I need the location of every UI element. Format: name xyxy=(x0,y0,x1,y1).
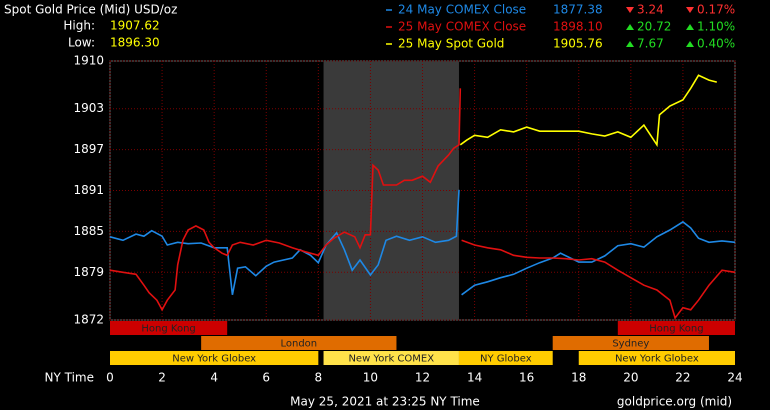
change-value: 1.10% xyxy=(697,20,735,34)
legend-close: 1898.10 xyxy=(553,20,603,34)
shaded-region xyxy=(323,61,459,320)
source: goldprice.org (mid) xyxy=(617,395,732,409)
chart-title: Spot Gold Price (Mid) USD/oz xyxy=(4,3,177,17)
session-label: Hong Kong xyxy=(649,324,703,335)
session-label: NY Globex xyxy=(480,354,532,365)
session-label: New York COMEX xyxy=(348,354,434,365)
series-line xyxy=(109,88,736,320)
stat-value: 1907.62 xyxy=(110,19,160,33)
x-tick-label: 20 xyxy=(623,371,638,385)
x-tick-label: 8 xyxy=(315,371,323,385)
session-label: New York Globex xyxy=(615,354,699,365)
y-tick-label: 1872 xyxy=(73,313,104,327)
x-tick-label: 0 xyxy=(106,371,114,385)
x-tick-label: 10 xyxy=(363,371,378,385)
y-tick-label: 1903 xyxy=(73,101,104,115)
x-tick-label: 16 xyxy=(519,371,534,385)
session-label: New York Globex xyxy=(172,354,256,365)
stat-value: 1896.30 xyxy=(110,36,160,50)
change-arrow xyxy=(626,24,634,30)
change-value: 7.67 xyxy=(637,37,664,51)
session-bar xyxy=(110,321,228,335)
y-tick-label: 1910 xyxy=(73,54,104,68)
x-tick-label: 4 xyxy=(210,371,218,385)
x-tick-label: 22 xyxy=(675,371,690,385)
change-value: 0.40% xyxy=(697,37,735,51)
change-arrow xyxy=(686,24,694,30)
session-bar xyxy=(110,351,319,365)
x-tick-label: 14 xyxy=(467,371,482,385)
y-tick-label: 1897 xyxy=(73,142,104,156)
session-bar xyxy=(578,351,735,365)
stat-label: Low: xyxy=(68,36,95,50)
y-tick-label: 1879 xyxy=(73,265,104,279)
x-tick-label: 2 xyxy=(158,371,166,385)
change-value: 0.17% xyxy=(697,3,735,17)
footer: May 25, 2021 at 23:25 NY Time xyxy=(290,395,480,409)
legend-label: 25 May COMEX Close xyxy=(398,20,526,34)
change-arrow xyxy=(626,41,634,47)
sessions: Hong Kong Hong Kong London Sydney New York G… xyxy=(110,321,735,365)
session-bar xyxy=(617,321,735,335)
legend-close: 1905.76 xyxy=(553,37,603,51)
x-axis-label: NY Time xyxy=(45,371,95,385)
session-bar xyxy=(201,336,397,350)
session-label: London xyxy=(280,339,317,350)
change-arrow xyxy=(626,7,634,13)
x-tick-label: 18 xyxy=(571,371,586,385)
session-bar xyxy=(458,351,553,365)
legend-label: 25 May Spot Gold xyxy=(398,37,504,51)
legend-close: 1877.38 xyxy=(553,3,603,17)
change-value: 3.24 xyxy=(637,3,664,17)
change-arrow xyxy=(686,41,694,47)
series-line xyxy=(459,74,717,148)
x-tick-label: 6 xyxy=(262,371,270,385)
session-bar xyxy=(323,351,459,365)
session-label: Sydney xyxy=(612,339,649,350)
y-tick-label: 1891 xyxy=(73,183,104,197)
x-tick-label: 24 xyxy=(727,371,742,385)
y-tick-label: 1885 xyxy=(73,224,104,238)
session-bar xyxy=(552,336,709,350)
legend-label: 24 May COMEX Close xyxy=(398,3,526,17)
session-label: Hong Kong xyxy=(141,324,195,335)
change-arrow xyxy=(686,7,694,13)
stat-label: High: xyxy=(63,19,95,33)
change-value: 20.72 xyxy=(637,20,671,34)
series-line xyxy=(109,189,736,296)
x-tick-label: 12 xyxy=(415,371,430,385)
